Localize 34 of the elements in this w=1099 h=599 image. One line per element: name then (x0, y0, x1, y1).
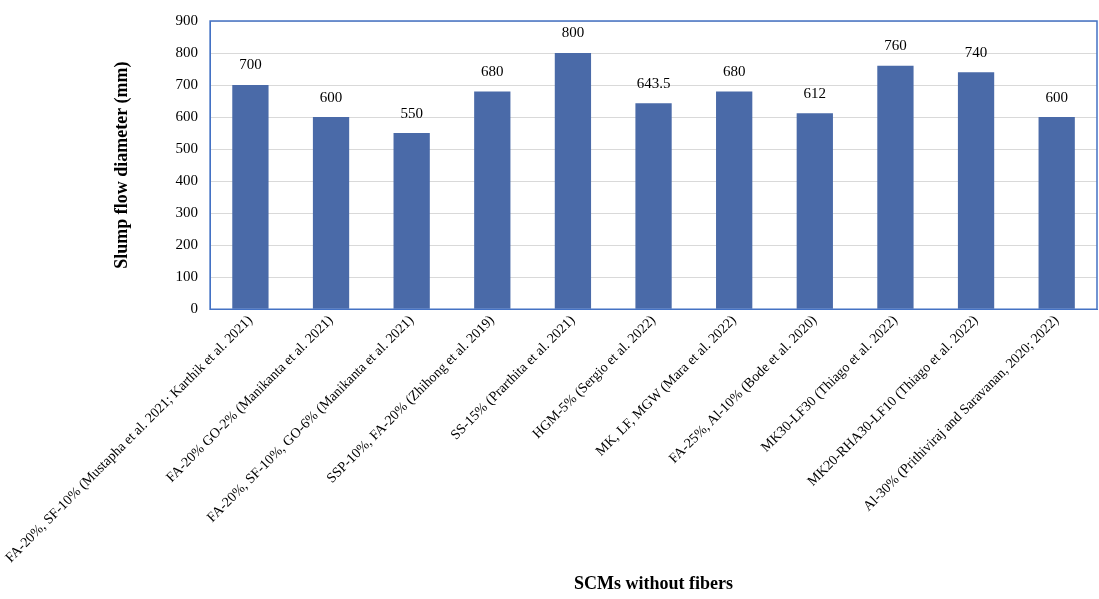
bar (1038, 117, 1075, 309)
x-axis-title: SCMs without fibers (574, 572, 734, 593)
bar (716, 91, 753, 309)
y-tick-label: 0 (190, 300, 199, 317)
bar (474, 91, 511, 309)
data-label: 760 (884, 37, 907, 54)
y-tick-label: 500 (175, 140, 199, 157)
y-axis-title: Slump flow diameter (mm) (111, 61, 133, 269)
y-tick-label: 600 (175, 108, 199, 125)
y-tick-label: 800 (175, 43, 199, 60)
bar (877, 65, 914, 309)
bar (232, 85, 269, 309)
bar (635, 103, 672, 309)
data-label: 600 (319, 88, 343, 105)
data-label: 612 (803, 84, 827, 101)
data-label: 700 (239, 56, 262, 73)
data-label: 643.5 (636, 74, 671, 91)
data-label: 800 (561, 24, 585, 41)
y-tick-label: 400 (175, 172, 199, 189)
data-label: 550 (400, 104, 423, 121)
bar (957, 72, 995, 309)
data-label: 680 (481, 62, 504, 79)
y-tick-label: 100 (175, 268, 199, 285)
y-tick-label: 200 (175, 236, 199, 253)
bar (393, 133, 430, 309)
data-label: 740 (964, 43, 988, 60)
data-label: 600 (1045, 88, 1068, 105)
bar (554, 53, 592, 309)
data-label: 680 (722, 62, 746, 79)
bar (796, 113, 833, 309)
y-tick-label: 300 (175, 204, 199, 221)
y-tick-label: 700 (175, 75, 199, 92)
bar (312, 117, 350, 309)
y-tick-label: 900 (175, 11, 199, 28)
